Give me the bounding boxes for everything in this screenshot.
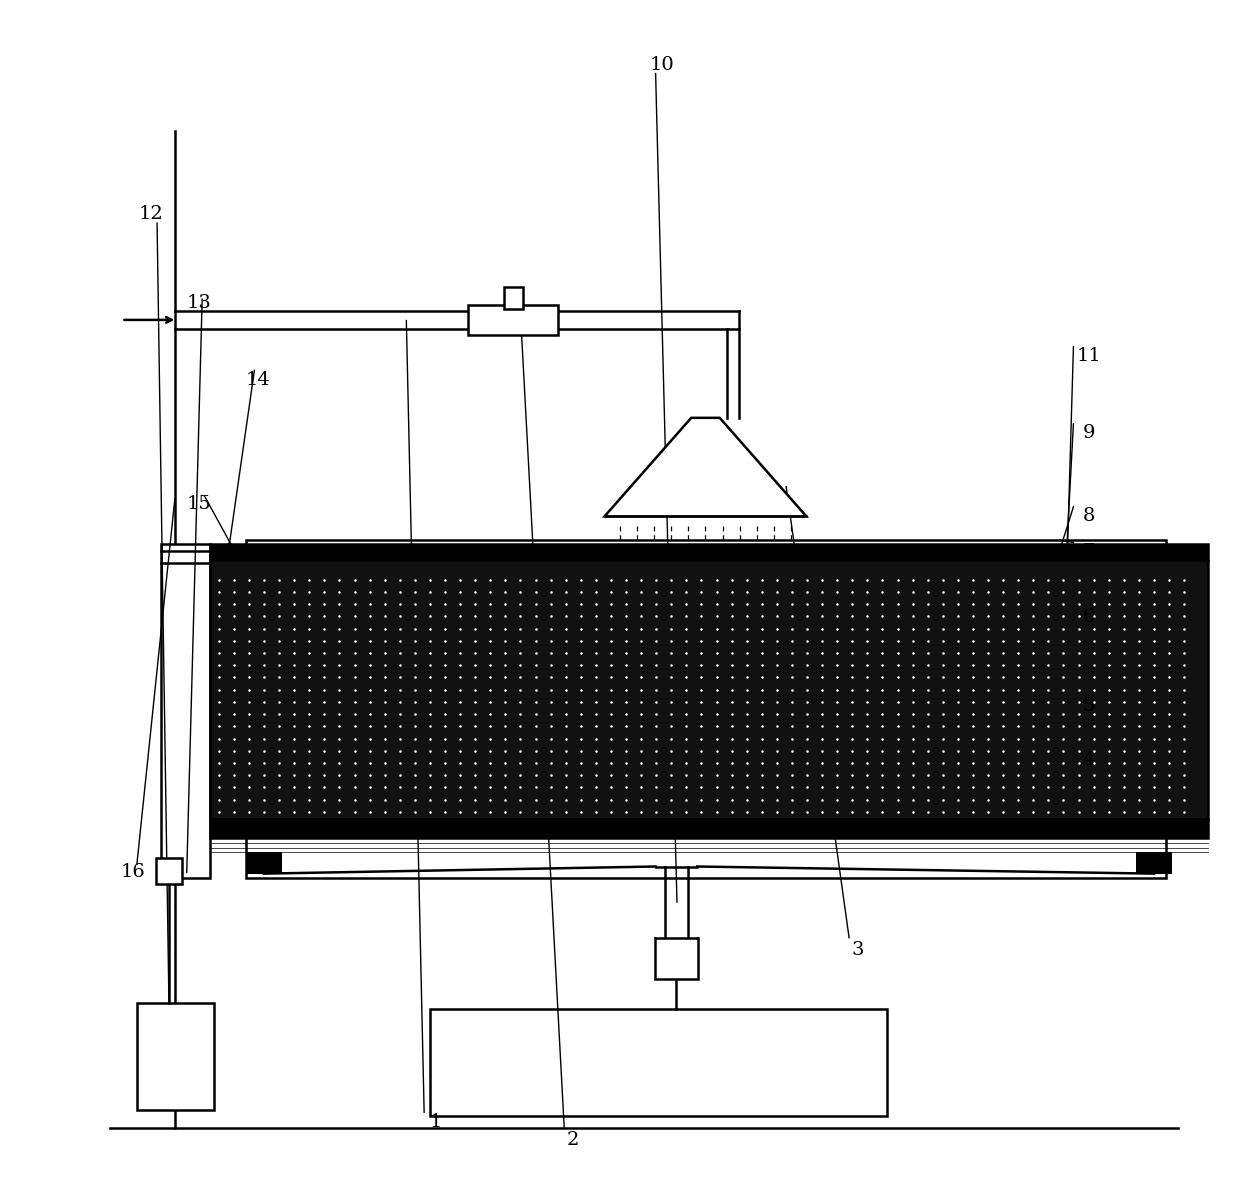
Text: 2: 2 (567, 1130, 579, 1149)
Bar (618, 647, 640, 667)
Bar (806, 647, 827, 667)
Text: 8: 8 (1083, 507, 1095, 526)
Text: 11: 11 (1076, 347, 1101, 366)
Bar (1024, 647, 1047, 667)
Bar (962, 647, 983, 667)
Text: 3: 3 (851, 940, 863, 959)
Bar (1118, 647, 1140, 667)
Bar (681, 647, 702, 667)
Bar (868, 647, 890, 667)
Bar (211, 560, 1208, 819)
Bar (243, 647, 265, 667)
Bar (525, 647, 546, 667)
Bar (1136, 852, 1172, 874)
Text: 15: 15 (186, 495, 211, 514)
Text: 7: 7 (1083, 542, 1095, 561)
Bar (161, 544, 211, 878)
Bar (211, 560, 1208, 819)
Bar (1087, 647, 1109, 667)
Bar (930, 647, 952, 667)
Bar (136, 1003, 215, 1110)
Bar (899, 647, 921, 667)
Bar (743, 647, 765, 667)
Bar (430, 1009, 887, 1116)
Bar (993, 647, 1016, 667)
Bar (556, 647, 578, 667)
Text: 10: 10 (650, 56, 673, 75)
Bar (503, 287, 523, 309)
Bar (467, 305, 558, 335)
Bar (211, 564, 1148, 645)
Bar (650, 647, 671, 667)
Bar (156, 858, 182, 884)
Bar (494, 647, 515, 667)
Text: 13: 13 (186, 293, 211, 312)
Bar (774, 647, 796, 667)
Bar (655, 938, 698, 979)
Polygon shape (605, 418, 806, 516)
Text: 16: 16 (122, 863, 146, 882)
Bar (212, 647, 233, 667)
Text: 1: 1 (430, 1112, 443, 1131)
Bar (246, 540, 1166, 878)
Bar (211, 645, 1148, 668)
Text: 9: 9 (1083, 424, 1095, 443)
Text: 12: 12 (139, 204, 164, 223)
Bar (246, 852, 281, 874)
Bar (430, 647, 453, 667)
Text: 6: 6 (1083, 608, 1095, 627)
Bar (211, 819, 1208, 838)
Bar (305, 647, 327, 667)
Bar (837, 647, 859, 667)
Bar (399, 647, 422, 667)
Bar (337, 647, 358, 667)
Bar (274, 647, 296, 667)
Bar (1055, 647, 1078, 667)
Text: 5: 5 (1083, 697, 1095, 716)
Text: 4: 4 (1083, 750, 1095, 769)
Bar (712, 647, 734, 667)
Bar (211, 544, 1208, 560)
Bar (587, 647, 609, 667)
Bar (368, 647, 389, 667)
Text: 14: 14 (246, 370, 270, 389)
Bar (461, 647, 484, 667)
